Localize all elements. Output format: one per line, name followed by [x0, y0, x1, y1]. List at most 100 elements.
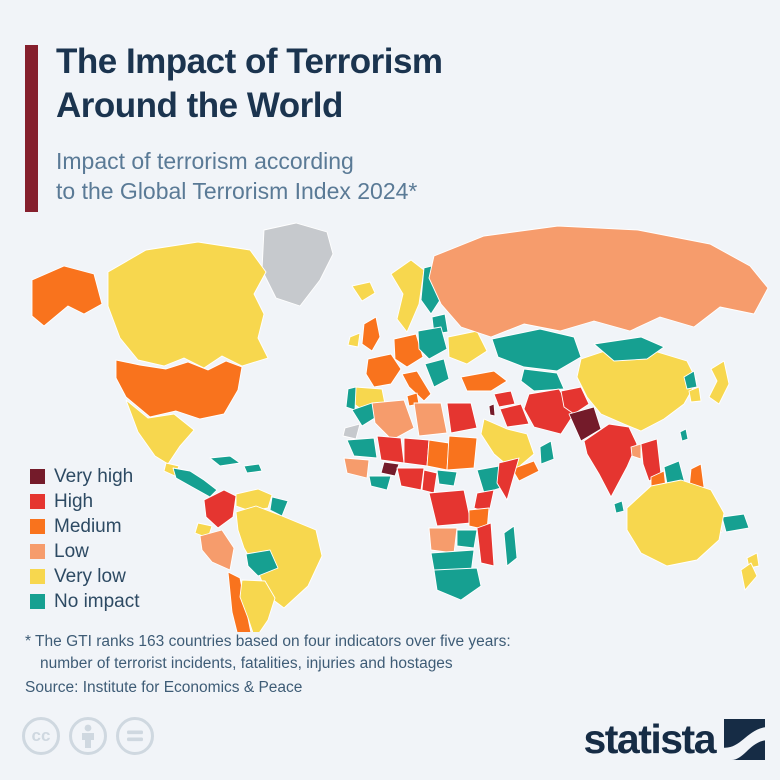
- country-hispaniola: [243, 463, 263, 474]
- legend-label: Medium: [54, 515, 122, 537]
- world-choropleth-map: [28, 220, 776, 645]
- country-drc: [428, 489, 472, 527]
- legend-swatch-very_high: [30, 469, 45, 484]
- country-cuba: [209, 455, 241, 467]
- country-turkey: [460, 370, 508, 392]
- country-poland-east: [417, 326, 448, 360]
- country-central-african-republic: [436, 469, 458, 487]
- legend-swatch-very_low: [30, 569, 45, 584]
- legend-label: No impact: [54, 590, 140, 612]
- country-peru: [199, 529, 235, 571]
- license-badges: cc: [22, 717, 154, 755]
- country-germany-central: [393, 333, 424, 368]
- legend-label: Low: [54, 540, 89, 562]
- country-yemen: [511, 460, 540, 482]
- country-iceland: [351, 281, 376, 302]
- cc-icon: cc: [22, 717, 60, 755]
- country-norway-sweden: [390, 259, 425, 333]
- country-burkina-faso: [380, 461, 400, 477]
- legend-swatch-no_impact: [30, 594, 45, 609]
- title-line-1: The Impact of Terrorism: [56, 42, 443, 81]
- country-japan: [708, 360, 730, 405]
- country-mozambique: [476, 522, 495, 567]
- country-israel: [488, 403, 496, 417]
- country-usa: [115, 359, 243, 420]
- country-south-africa: [433, 567, 482, 601]
- title-line-2: Around the World: [56, 86, 343, 126]
- country-greenland: [261, 222, 334, 307]
- country-bolivia: [245, 549, 279, 577]
- legend-label: High: [54, 490, 94, 512]
- legend-item-high: High: [30, 489, 140, 514]
- country-portugal: [345, 386, 357, 411]
- nd-icon: [116, 717, 154, 755]
- legend-swatch-high: [30, 494, 45, 509]
- country-western-sahara: [342, 423, 361, 440]
- country-kazakhstan: [491, 328, 582, 372]
- page-title: The Impact of Terrorism Around the World: [56, 40, 443, 129]
- country-egypt: [446, 402, 478, 434]
- legend-item-very_high: Very high: [30, 464, 140, 489]
- country-canada: [107, 241, 269, 369]
- country-brazil: [235, 505, 323, 609]
- footnote: * The GTI ranks 163 countries based on f…: [25, 631, 511, 675]
- country-australia: [626, 479, 725, 567]
- country-cameroon: [421, 469, 438, 494]
- attribution-icon: [69, 717, 107, 755]
- country-mongolia: [593, 336, 665, 362]
- country-libya: [413, 402, 448, 437]
- legend-swatch-low: [30, 544, 45, 559]
- country-niger: [403, 437, 430, 467]
- country-venezuela: [235, 488, 273, 512]
- legend-item-no_impact: No impact: [30, 589, 140, 614]
- accent-bar: [25, 45, 38, 212]
- map-legend: Very high High Medium Low Very low No impact: [30, 464, 140, 614]
- footnote-line-2: number of terrorist incidents, fatalitie…: [40, 655, 453, 672]
- country-new-zealand-south: [740, 562, 758, 591]
- country-mexico: [125, 399, 195, 465]
- country-papua-new-guinea: [721, 513, 750, 533]
- country-sri-lanka: [613, 500, 625, 514]
- country-uk: [361, 316, 381, 352]
- country-balkans: [424, 358, 450, 388]
- legend-item-low: Low: [30, 539, 140, 564]
- country-colombia: [203, 489, 237, 529]
- statista-wordmark: statista: [583, 716, 716, 762]
- country-afghanistan: [560, 386, 590, 415]
- country-oman: [539, 440, 555, 465]
- legend-item-very_low: Very low: [30, 564, 140, 589]
- country-italy: [401, 370, 432, 402]
- country-north-korea: [683, 370, 698, 390]
- country-kenya: [473, 489, 495, 514]
- country-france: [365, 353, 402, 388]
- country-mauritania: [346, 437, 378, 459]
- source-text: Source: Institute for Economics & Peace: [25, 679, 303, 696]
- country-syria: [493, 390, 516, 408]
- footnote-line-1: * The GTI ranks 163 countries based on f…: [25, 633, 511, 650]
- country-ghana-coast: [368, 475, 392, 491]
- country-nigeria: [396, 467, 425, 491]
- statista-logo-mark: [724, 719, 765, 760]
- country-mali: [376, 435, 405, 464]
- legend-label: Very high: [54, 465, 134, 487]
- country-iraq: [499, 403, 530, 428]
- subtitle-line-2: to the Global Terrorism Index 2024*: [56, 178, 418, 205]
- legend-label: Very low: [54, 565, 126, 587]
- country-ukraine: [447, 330, 488, 365]
- country-senegal-guinea: [343, 457, 370, 479]
- country-alaska: [31, 265, 103, 327]
- legend-swatch-medium: [30, 519, 45, 534]
- country-ireland: [347, 332, 361, 348]
- statista-logo: statista: [583, 719, 765, 760]
- country-iran: [523, 388, 575, 435]
- country-central-asia: [520, 368, 565, 392]
- page-subtitle: Impact of terrorism according to the Glob…: [56, 146, 417, 207]
- legend-item-medium: Medium: [30, 514, 140, 539]
- country-bangladesh: [630, 443, 642, 460]
- subtitle-line-1: Impact of terrorism according: [56, 148, 354, 174]
- country-taiwan: [679, 428, 689, 442]
- world-map-svg: [31, 222, 769, 645]
- country-zambia: [456, 529, 478, 549]
- country-india: [583, 423, 638, 498]
- country-algeria: [371, 399, 415, 441]
